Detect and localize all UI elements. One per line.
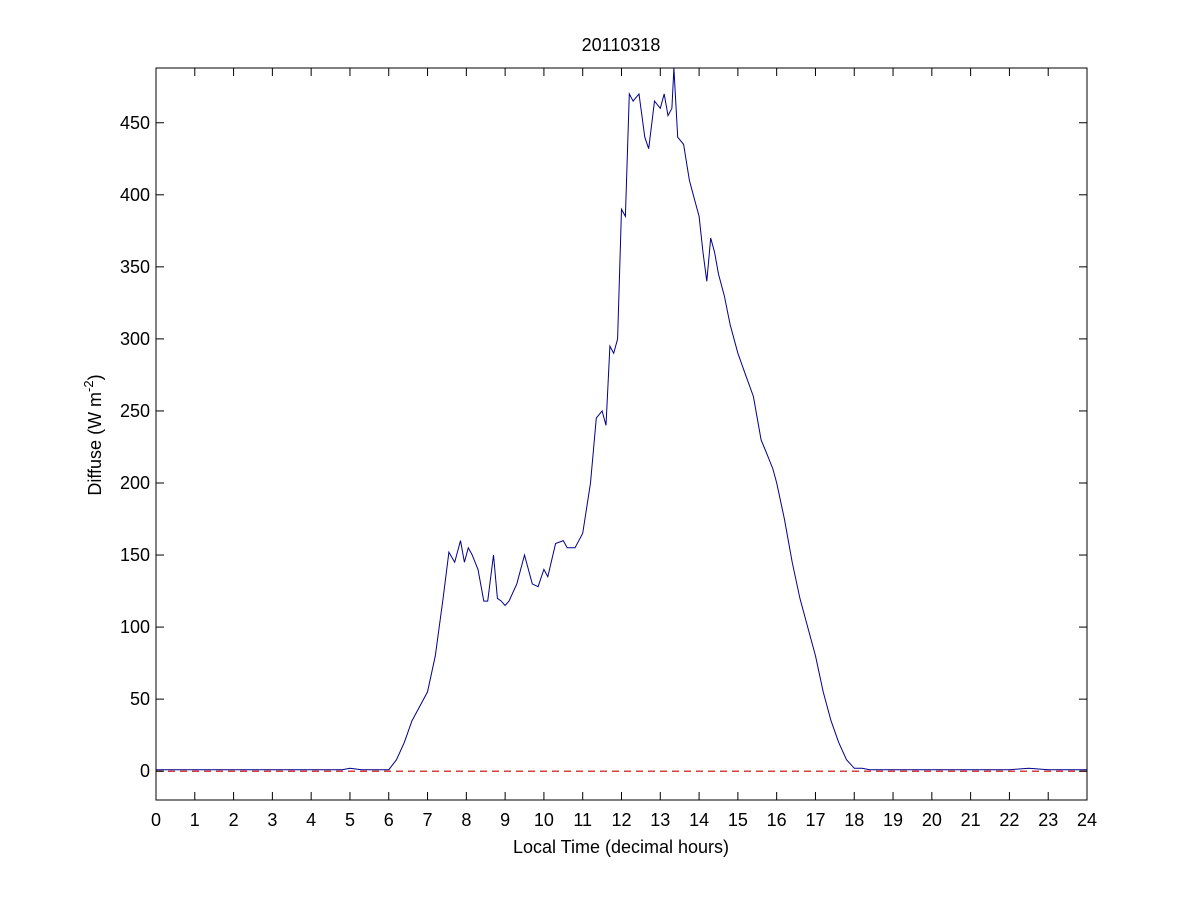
- x-tick-label: 16: [767, 810, 787, 830]
- x-tick-label: 13: [650, 810, 670, 830]
- y-tick-label: 450: [120, 113, 150, 133]
- x-tick-label: 8: [461, 810, 471, 830]
- x-tick-label: 5: [345, 810, 355, 830]
- x-tick-label: 10: [534, 810, 554, 830]
- y-tick-label: 200: [120, 473, 150, 493]
- x-tick-label: 15: [728, 810, 748, 830]
- x-tick-label: 1: [190, 810, 200, 830]
- x-tick-label: 21: [961, 810, 981, 830]
- y-tick-label: 300: [120, 329, 150, 349]
- x-axis-label: Local Time (decimal hours): [513, 837, 729, 857]
- x-tick-label: 24: [1077, 810, 1097, 830]
- y-axis-label-main: Diffuse (W m: [85, 392, 105, 496]
- x-tick-label: 12: [611, 810, 631, 830]
- x-tick-label: 17: [805, 810, 825, 830]
- x-tick-label: 20: [922, 810, 942, 830]
- y-axis-label: Diffuse (W m-2): [81, 374, 105, 495]
- x-tick-label: 18: [844, 810, 864, 830]
- x-tick-label: 14: [689, 810, 709, 830]
- y-axis-label-close: ): [85, 374, 105, 380]
- x-tick-label: 22: [999, 810, 1019, 830]
- y-tick-label: 400: [120, 185, 150, 205]
- y-tick-label: 250: [120, 401, 150, 421]
- y-tick-label: 350: [120, 257, 150, 277]
- x-tick-label: 19: [883, 810, 903, 830]
- chart-title: 20110318: [582, 35, 661, 55]
- x-tick-label: 11: [573, 810, 592, 830]
- x-tick-label: 9: [500, 810, 510, 830]
- x-tick-label: 6: [384, 810, 394, 830]
- x-tick-label: 2: [229, 810, 239, 830]
- plot-area: 0 1 2 3 4 5 6 7 8 9 10 11 12 13 14 15 16 17 18 19 20 21 22 23 24…: [120, 67, 1097, 830]
- series-line-0: [156, 68, 1087, 771]
- x-tick-label: 4: [306, 810, 316, 830]
- y-tick-label: 100: [120, 617, 150, 637]
- y-tick-label: 150: [120, 545, 150, 565]
- x-tick-label: 23: [1038, 810, 1058, 830]
- y-axis-label-sup: -2: [81, 380, 96, 392]
- y-tick-label: 0: [140, 761, 150, 781]
- x-tick-label: 3: [267, 810, 277, 830]
- x-tick-label: 7: [423, 810, 433, 830]
- x-tick-label: 0: [151, 810, 161, 830]
- y-tick-label: 50: [130, 689, 150, 709]
